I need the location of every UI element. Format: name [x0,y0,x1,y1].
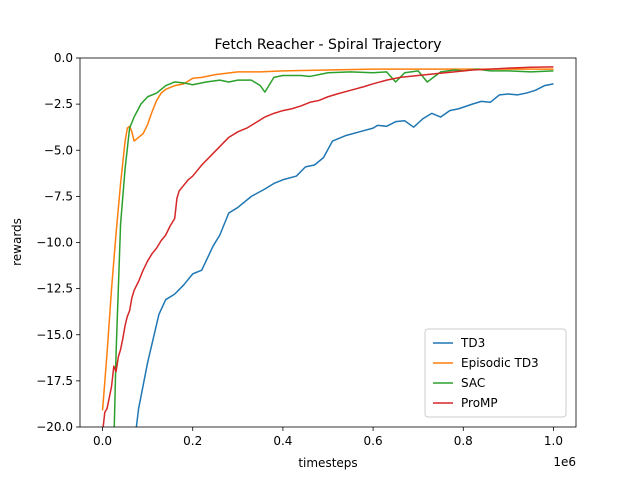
y-tick-label: −10.0 [36,236,73,250]
axes: 0.0 0.2 0.4 0.6 0.8 1.0 0.0 −2.5 −5.0 −7.5 −10.0 −1… [36,51,577,448]
y-tick-label: −15.0 [36,328,73,342]
x-tick-label: 0.0 [93,434,112,448]
x-tick-label: 1.0 [544,434,563,448]
chart-title: Fetch Reacher - Spiral Trajectory [214,37,441,53]
series-line-episodic-td3 [101,68,554,411]
legend-label-promp: ProMP [461,396,498,410]
series-line-sac [113,68,554,427]
series-lines [101,66,554,427]
x-tick-label: 0.8 [454,434,473,448]
y-tick-label: −5.0 [44,143,73,157]
legend-label-sac: SAC [461,376,485,390]
x-tick-label: 0.2 [183,434,202,448]
x-tick-label: 0.6 [364,434,383,448]
y-tick-label: 0.0 [54,51,73,65]
plot-area [101,66,554,427]
y-tick-label: −20.0 [36,420,73,434]
y-tick-label: −12.5 [36,282,73,296]
x-tick-label: 0.4 [273,434,292,448]
legend-label-td3: TD3 [460,336,485,350]
y-tick-label: −2.5 [44,97,73,111]
legend-box [424,328,567,418]
y-axis-label: rewards [10,218,24,266]
x-axis-offset-label: 1e6 [553,455,576,469]
series-line-td3 [135,83,554,427]
series-line-promp [102,66,554,427]
y-tick-label: −7.5 [44,189,73,203]
x-axis-label: timesteps [298,456,357,470]
y-tick-label: −17.5 [36,374,73,388]
legend: TD3 Episodic TD3 SAC ProMP [424,328,567,418]
legend-label-episodic-td3: Episodic TD3 [461,356,539,370]
